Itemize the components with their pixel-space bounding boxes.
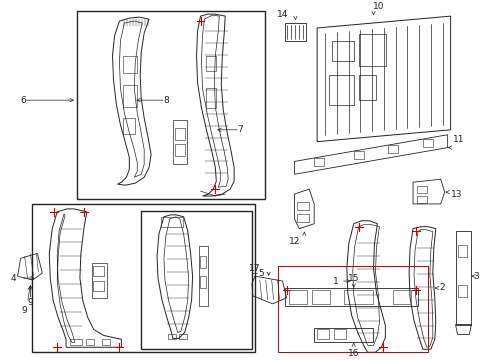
- Text: 15: 15: [347, 274, 359, 283]
- Text: 17: 17: [248, 264, 260, 273]
- Bar: [297, 202, 308, 210]
- Text: 10: 10: [372, 2, 384, 11]
- Bar: [86, 339, 94, 345]
- Text: 12: 12: [288, 237, 300, 246]
- Bar: [457, 246, 467, 257]
- Bar: [206, 88, 216, 108]
- Text: 6: 6: [20, 96, 26, 105]
- Bar: [284, 23, 305, 41]
- Bar: [297, 214, 308, 222]
- Bar: [92, 263, 106, 298]
- Bar: [206, 56, 216, 72]
- Bar: [123, 118, 135, 134]
- Bar: [102, 339, 109, 345]
- Bar: [77, 11, 264, 199]
- Bar: [93, 266, 103, 276]
- Bar: [93, 281, 103, 291]
- Bar: [199, 256, 206, 268]
- Text: 14: 14: [276, 10, 287, 19]
- Bar: [392, 290, 410, 304]
- Bar: [314, 158, 324, 166]
- Text: 7: 7: [237, 125, 243, 134]
- Bar: [333, 329, 345, 339]
- Bar: [422, 139, 432, 147]
- Bar: [331, 41, 353, 60]
- Text: 1: 1: [332, 276, 338, 285]
- Bar: [457, 285, 467, 297]
- Bar: [172, 120, 186, 165]
- Bar: [174, 128, 184, 140]
- Text: 9: 9: [27, 298, 33, 307]
- Bar: [141, 211, 251, 349]
- Bar: [179, 334, 186, 339]
- Bar: [416, 186, 426, 193]
- Bar: [358, 34, 386, 66]
- Bar: [277, 266, 427, 352]
- Bar: [289, 290, 306, 304]
- Bar: [343, 290, 373, 304]
- Bar: [198, 247, 208, 306]
- Text: 8: 8: [163, 96, 168, 105]
- Bar: [277, 266, 427, 352]
- Bar: [311, 290, 329, 304]
- Bar: [455, 231, 470, 324]
- Bar: [123, 85, 137, 107]
- Text: 4: 4: [11, 274, 16, 283]
- Bar: [123, 56, 137, 73]
- Bar: [70, 339, 81, 345]
- Bar: [353, 151, 363, 159]
- Text: 5: 5: [257, 269, 263, 278]
- Bar: [314, 328, 373, 342]
- Text: 16: 16: [347, 349, 359, 358]
- Bar: [358, 76, 376, 100]
- Text: 11: 11: [452, 135, 463, 144]
- Bar: [317, 329, 328, 339]
- Text: 9: 9: [21, 306, 27, 315]
- Text: 13: 13: [449, 190, 461, 199]
- Text: 3: 3: [472, 271, 478, 280]
- Text: 2: 2: [439, 283, 445, 292]
- Bar: [32, 204, 254, 352]
- Bar: [161, 217, 183, 227]
- Bar: [199, 276, 206, 288]
- Bar: [328, 76, 353, 105]
- Bar: [167, 334, 176, 339]
- Bar: [174, 144, 184, 156]
- Bar: [416, 196, 426, 203]
- Bar: [387, 145, 397, 153]
